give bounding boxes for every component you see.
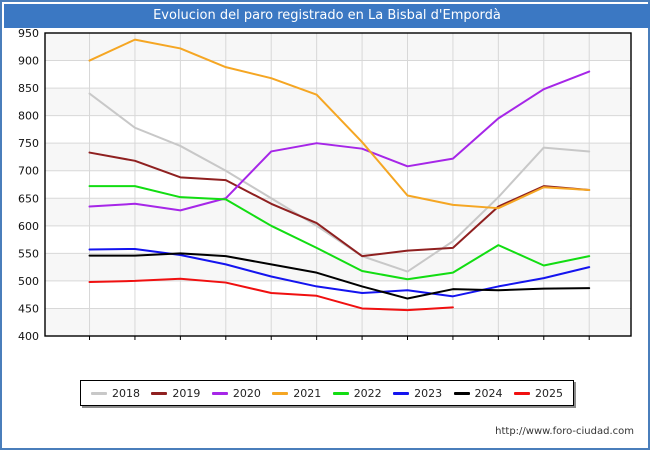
legend-swatch-2023 [393,391,410,395]
svg-text:700: 700 [18,165,39,178]
svg-text:650: 650 [18,192,39,205]
legend-swatch-2024 [453,391,470,395]
legend-label-2023: 2023 [414,386,443,400]
legend-label-2020: 2020 [232,386,261,400]
plot-frame [44,32,632,337]
series-line-2018 [88,92,591,273]
y-axis-tick-labels: 400 450 500 550 600 650 700 750 800 850 900 950 [18,28,39,343]
legend-item-2018[interactable]: 2018 [91,388,140,399]
legend-label-2018: 2018 [112,386,140,400]
svg-text:800: 800 [18,110,39,123]
legend-swatch-2021 [272,391,289,395]
legend-label-2024: 2024 [474,386,503,400]
svg-text:850: 850 [18,82,39,95]
legend-item-2023[interactable]: 2023 [393,388,442,399]
series-line-2022 [88,185,591,281]
svg-text:950: 950 [18,28,39,40]
source-url: http://www.foro-ciudad.com [495,426,634,437]
svg-text:450: 450 [18,302,39,315]
legend-swatch-2020 [211,391,228,395]
legend-item-2024[interactable]: 2024 [453,386,503,400]
chart-legend: 2018 2019 2020 2021 2022 2023 2024 2025 [80,380,574,406]
svg-text:550: 550 [18,247,39,260]
window-title: Evolucion del paro registrado en La Bisb… [4,4,650,28]
legend-item-2025[interactable]: 2025 [513,386,563,400]
legend-label-2022: 2022 [353,386,382,400]
legend-swatch-2025 [513,391,530,395]
legend-label-2021: 2021 [293,386,322,400]
legend-swatch-2018 [91,391,107,395]
legend-swatch-2022 [332,391,349,395]
legend-item-2021[interactable]: 2021 [272,388,321,399]
plot-background [45,33,631,336]
legend-label-2025: 2025 [534,386,563,400]
svg-text:500: 500 [18,275,39,288]
legend-item-2020[interactable]: 2020 [211,386,261,400]
svg-text:600: 600 [18,220,39,233]
series-line-2021 [88,38,591,210]
svg-text:750: 750 [18,137,39,150]
series-line-2020 [88,70,591,212]
svg-text:400: 400 [18,330,39,343]
series-line-2025 [88,277,454,312]
legend-swatch-2019 [151,391,168,395]
svg-text:900: 900 [18,55,39,68]
legend-label-2019: 2019 [172,386,201,400]
legend-item-2019[interactable]: 2019 [151,388,200,399]
legend-item-2022[interactable]: 2022 [332,386,382,400]
data-series-group [88,38,591,312]
series-line-2019 [88,151,591,258]
series-line-2024 [88,252,591,300]
